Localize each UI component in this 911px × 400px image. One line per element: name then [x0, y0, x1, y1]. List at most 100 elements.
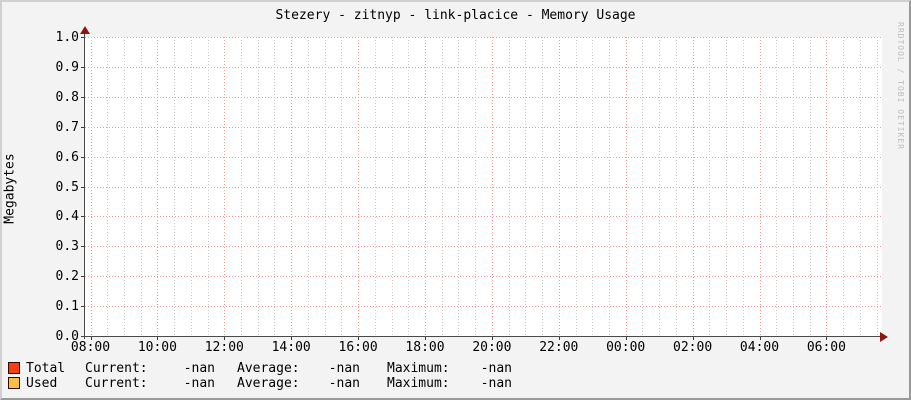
y-axis-tick: [81, 216, 84, 218]
y-axis-tick: [81, 276, 84, 278]
y-axis-tick: [81, 186, 84, 188]
x-axis-tick: [90, 337, 92, 340]
minor-gridline-v: [726, 37, 728, 336]
x-axis-tick: [425, 337, 426, 340]
y-axis-tick-label: 0.6: [55, 149, 79, 165]
major-gridline-v: [558, 37, 560, 336]
minor-gridline-v: [675, 37, 677, 336]
major-gridline-h: [85, 216, 882, 218]
minor-gridline-v: [241, 37, 243, 336]
minor-gridline-v: [408, 37, 410, 336]
y-axis-tick: [81, 306, 84, 308]
minor-gridline-v: [792, 37, 794, 336]
legend-row-total: Total Current: -nan Average: -nan Maximu…: [2, 362, 909, 375]
x-axis-tick: [291, 337, 293, 340]
major-gridline-v: [625, 37, 627, 336]
minor-gridline-v: [190, 37, 192, 336]
major-gridline-v: [90, 37, 92, 336]
y-axis-tick-label: 0.8: [55, 89, 79, 105]
y-axis-tick-label: 0.1: [55, 299, 79, 315]
minor-gridline-v: [843, 37, 845, 336]
x-axis-tick-label: 06:00: [806, 340, 846, 355]
major-gridline-v: [224, 37, 226, 336]
minor-gridline-v: [876, 37, 878, 336]
x-axis-line: [81, 336, 882, 337]
minor-gridline-v: [324, 37, 326, 336]
x-axis-tick: [224, 337, 226, 340]
x-axis-tick: [759, 337, 761, 340]
minor-gridline-v: [458, 37, 460, 336]
y-axis-tick: [81, 246, 84, 248]
legend-current-value: -nan: [183, 361, 215, 376]
y-axis-tick-label: 0.0: [55, 329, 79, 344]
y-axis-tick-label: 0.9: [55, 59, 79, 75]
major-gridline-v: [425, 37, 426, 336]
x-axis-tick: [558, 337, 560, 340]
x-axis-tick-label: 20:00: [472, 340, 512, 355]
minor-gridline-v: [174, 37, 176, 336]
x-axis-tick-label: 04:00: [739, 340, 780, 355]
major-gridline-h: [85, 37, 882, 38]
minor-gridline-v: [274, 37, 276, 336]
major-gridline-h: [85, 66, 882, 68]
minor-gridline-v: [592, 37, 594, 336]
total-swatch-icon: [8, 362, 20, 374]
major-gridline-h: [85, 156, 882, 158]
major-gridline-v: [692, 37, 694, 336]
minor-gridline-v: [575, 37, 577, 336]
x-axis-tick-label: 02:00: [673, 340, 713, 355]
minor-gridline-v: [709, 37, 711, 336]
x-axis-arrow-icon: [880, 332, 888, 342]
x-axis-tick-label: 12:00: [204, 340, 244, 355]
legend-maximum-value: -nan: [480, 361, 512, 376]
minor-gridline-v: [140, 37, 142, 336]
x-axis-tick: [491, 337, 493, 340]
legend-maximum-label: Maximum:: [387, 376, 450, 391]
major-gridline-h: [85, 246, 882, 248]
legend-average-label: Average:: [237, 361, 300, 376]
major-gridline-v: [491, 37, 493, 336]
major-gridline-h: [85, 126, 882, 128]
minor-gridline-v: [776, 37, 778, 336]
minor-gridline-v: [341, 37, 343, 336]
y-axis-tick: [81, 96, 84, 98]
major-gridline-v: [759, 37, 761, 336]
x-axis-tick-label: 14:00: [271, 340, 311, 355]
y-axis-tick-label: 0.7: [55, 119, 79, 135]
minor-gridline-v: [608, 37, 610, 336]
major-gridline-h: [85, 186, 882, 188]
legend-current-value: -nan: [183, 376, 215, 391]
minor-gridline-v: [525, 37, 527, 336]
minor-gridline-v: [809, 37, 811, 336]
y-axis-tick-label: 0.3: [55, 239, 79, 255]
major-gridline-v: [291, 37, 293, 336]
used-swatch-icon: [8, 377, 20, 389]
y-axis-tick-label: 1.0: [55, 30, 79, 45]
legend-row-used: Used Current: -nan Average: -nan Maximum…: [2, 377, 909, 390]
minor-gridline-v: [374, 37, 376, 336]
x-axis-tick: [157, 337, 159, 340]
x-axis-tick-label: 16:00: [338, 340, 378, 355]
minor-gridline-v: [742, 37, 744, 336]
major-gridline-h: [85, 276, 882, 278]
chart-title: Stezery - zitnyp - link-placice - Memory…: [275, 8, 636, 23]
x-axis-tick: [625, 337, 627, 340]
x-axis-tick-label: 10:00: [137, 340, 177, 355]
legend-maximum-label: Maximum:: [387, 361, 450, 376]
minor-gridline-v: [257, 37, 259, 336]
minor-gridline-v: [859, 37, 861, 336]
minor-gridline-v: [307, 37, 309, 336]
y-axis-tick: [81, 156, 84, 158]
major-gridline-v: [157, 37, 159, 336]
y-axis-arrow-icon: [80, 26, 90, 34]
minor-gridline-v: [659, 37, 661, 336]
rrdtool-watermark: RRDTOOL / TOBI OETIKER: [896, 22, 905, 150]
legend-current-label: Current:: [85, 376, 148, 391]
minor-gridline-v: [107, 37, 109, 336]
x-axis-tick: [358, 337, 360, 340]
legend-average-value: -nan: [328, 376, 360, 391]
x-axis-tick-label: 18:00: [405, 340, 445, 355]
major-gridline-h: [85, 96, 882, 98]
major-gridline-h: [85, 306, 882, 308]
x-axis-tick-label: 22:00: [539, 340, 579, 355]
